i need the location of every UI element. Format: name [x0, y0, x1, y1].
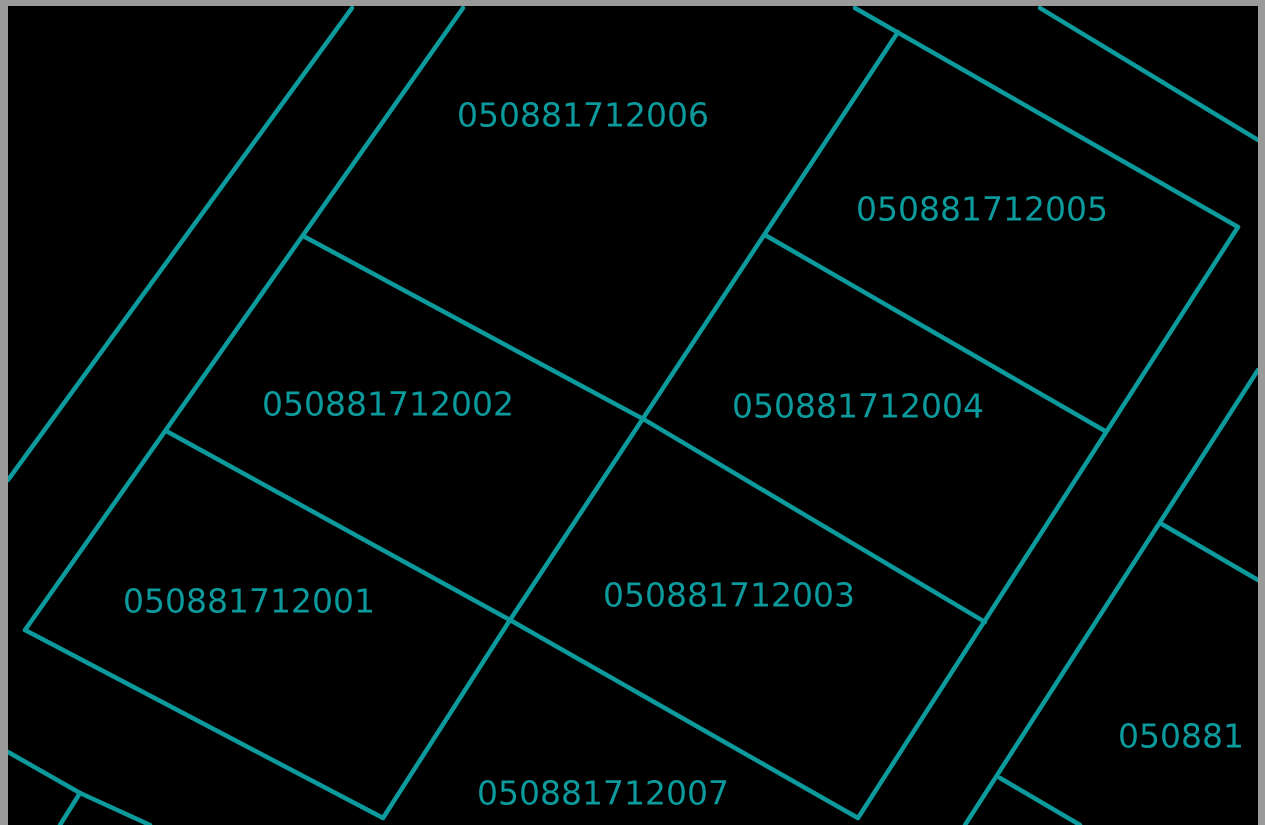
boundary-right-block-top	[1157, 520, 1258, 583]
parcel-label-p-2007[interactable]: 050881712007	[477, 774, 729, 813]
boundary-upper-right-edge	[852, 6, 1241, 230]
boundary-block-a-east	[507, 29, 901, 623]
parcel-label-p-2006[interactable]: 050881712006	[457, 96, 709, 135]
parcel-label-p-2004[interactable]: 050881712004	[732, 387, 984, 426]
parcel-boundaries	[8, 6, 1258, 825]
boundary-right-block-bottom	[997, 775, 1083, 825]
boundary-divider-middle	[165, 429, 513, 623]
parcel-label-p-edge[interactable]: 050881	[1118, 717, 1244, 756]
boundary-divider-top	[302, 234, 648, 423]
boundary-bottom-left-c	[77, 790, 153, 825]
boundary-right-block-edge	[962, 367, 1258, 825]
boundary-far-right-edge	[1037, 6, 1258, 143]
boundary-bottom-left-a	[8, 749, 83, 796]
parcel-label-p-2002[interactable]: 050881712002	[262, 385, 514, 424]
boundary-road-right-edge	[22, 6, 466, 633]
boundary-divider-middle-right	[642, 417, 988, 625]
boundary-bottom-left-b	[57, 790, 83, 825]
parcel-labels: 050881712006 050881712005 050881712002 0508…	[123, 96, 1244, 813]
boundary-block-b-east	[855, 224, 1241, 821]
boundary-road-left-edge	[8, 6, 355, 483]
parcel-label-p-2003[interactable]: 050881712003	[603, 576, 855, 615]
boundary-block-south	[22, 627, 386, 821]
boundary-block-south-right	[507, 617, 861, 821]
boundary-block-a-west	[380, 617, 513, 821]
parcel-label-p-2005[interactable]: 050881712005	[856, 190, 1108, 229]
boundary-divider-top-right	[762, 232, 1108, 434]
parcel-label-p-2001[interactable]: 050881712001	[123, 582, 375, 621]
